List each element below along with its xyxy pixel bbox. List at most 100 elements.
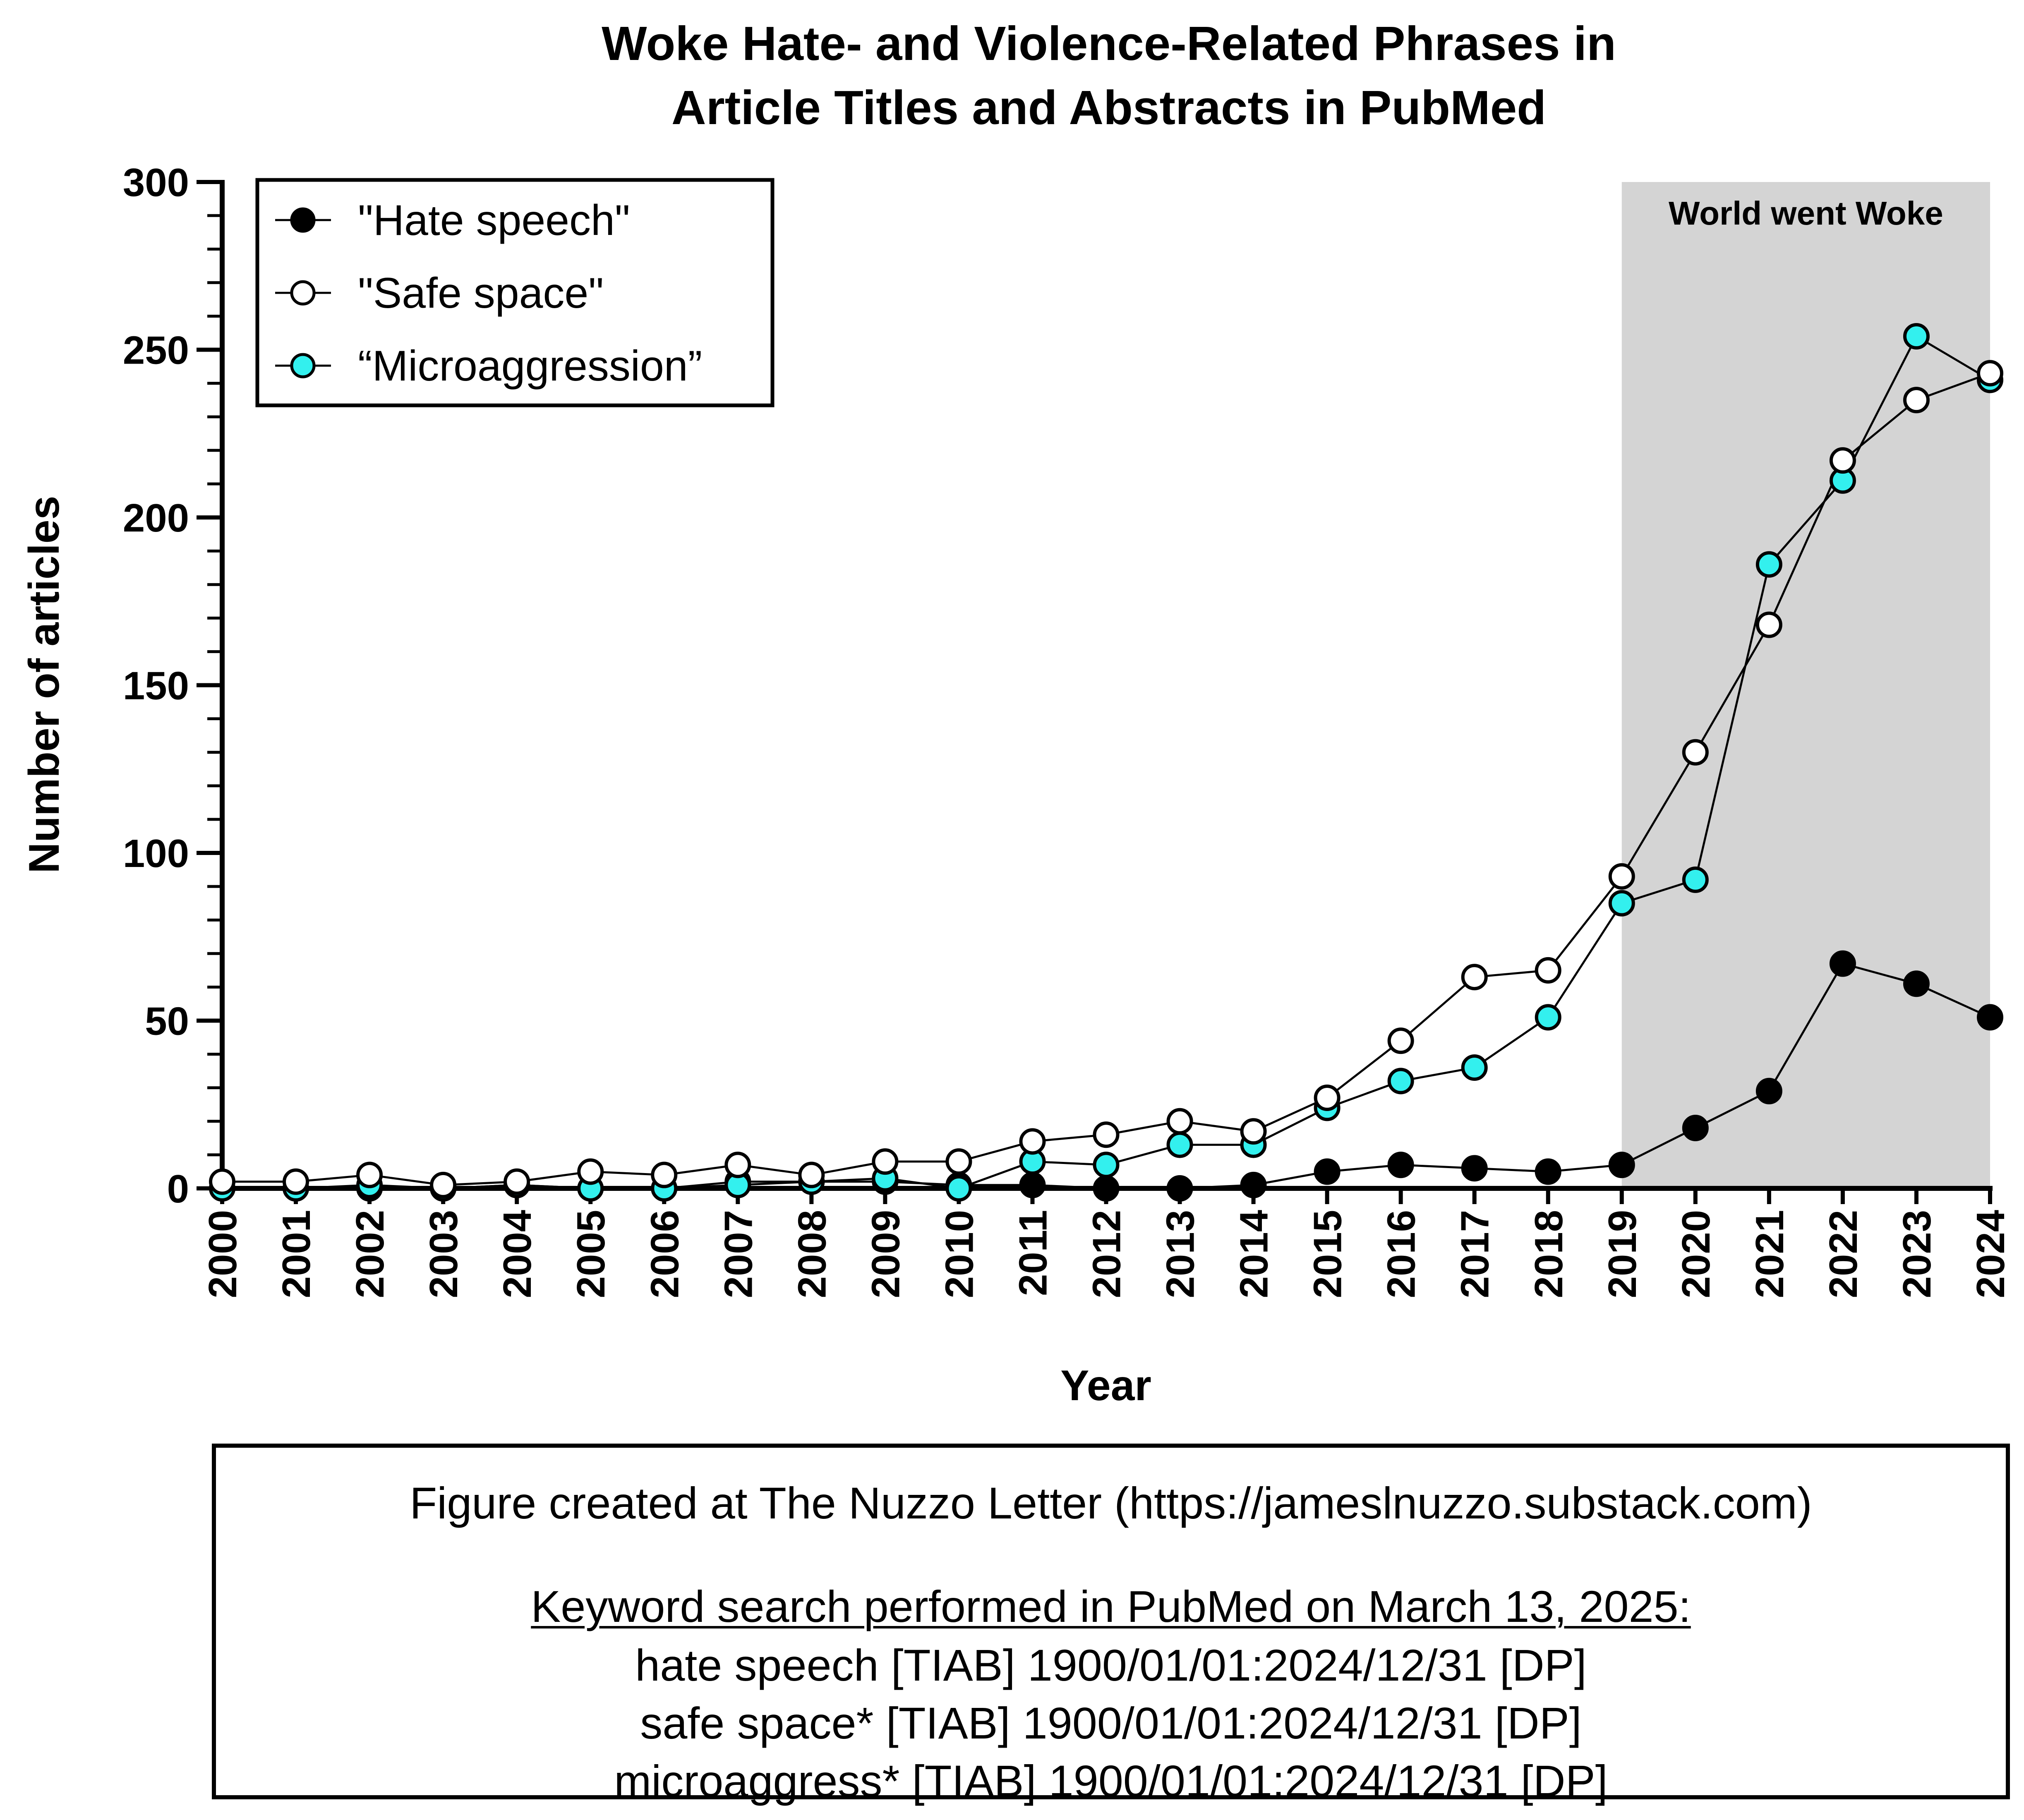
footer-credit: Figure created at The Nuzzo Letter (http…	[410, 1478, 1812, 1528]
y-tick-label: 250	[123, 328, 189, 373]
x-tick-label: 2013	[1158, 1210, 1203, 1298]
x-tick-label: 2000	[201, 1210, 245, 1298]
data-point-safe-space	[1829, 447, 1856, 474]
legend-label-safe-space: "Safe space"	[358, 269, 604, 317]
data-point-microaggression	[1093, 1152, 1120, 1178]
data-point-hate-speech	[1535, 1158, 1561, 1185]
data-point-safe-space	[209, 1168, 235, 1195]
footer-query-safe-space: safe space* [TIAB] 1900/01/01:2024/12/31…	[640, 1698, 1582, 1748]
x-tick-label: 2011	[1011, 1210, 1055, 1296]
data-point-safe-space	[724, 1152, 751, 1178]
data-point-safe-space	[1314, 1085, 1341, 1111]
y-tick-label: 0	[167, 1167, 189, 1211]
x-tick-label: 2023	[1895, 1210, 1939, 1298]
data-point-safe-space	[1755, 611, 1782, 638]
y-tick-label: 300	[123, 160, 189, 205]
data-point-hate-speech	[1682, 1115, 1709, 1142]
data-point-safe-space	[1240, 1118, 1267, 1145]
data-point-safe-space	[430, 1171, 457, 1198]
y-tick-label: 200	[123, 496, 189, 540]
x-tick-label: 2017	[1453, 1210, 1497, 1298]
data-point-hate-speech	[1977, 1004, 2003, 1031]
x-axis: 2000 2001 2002 2003 2004 2005 2006 2007 2008 2009…	[201, 1186, 2013, 1298]
data-point-safe-space	[1387, 1027, 1414, 1054]
shaded-region-label: World went Woke	[1669, 195, 1943, 232]
data-point-safe-space	[1461, 964, 1488, 991]
data-point-microaggression	[945, 1175, 972, 1202]
data-point-hate-speech	[1461, 1155, 1488, 1182]
legend-marker-microaggression	[290, 353, 316, 378]
legend-label-microaggression: “Microaggression”	[358, 342, 702, 390]
data-point-hate-speech	[1093, 1175, 1120, 1202]
chart-title-line-2: Article Titles and Abstracts in PubMed	[671, 81, 1546, 134]
data-point-safe-space	[1166, 1108, 1193, 1135]
data-point-microaggression	[1461, 1054, 1488, 1081]
data-point-safe-space	[872, 1148, 899, 1175]
data-point-safe-space	[577, 1158, 604, 1185]
data-point-safe-space	[1535, 957, 1561, 984]
data-point-microaggression	[1903, 323, 1930, 350]
data-point-hate-speech	[1608, 1152, 1635, 1178]
data-point-hate-speech	[1387, 1152, 1414, 1178]
data-point-safe-space	[1977, 360, 2003, 387]
data-point-safe-space	[356, 1161, 383, 1188]
y-tick-label: 50	[145, 999, 189, 1044]
legend-box	[255, 178, 775, 407]
data-point-safe-space	[1093, 1121, 1120, 1148]
data-point-hate-speech	[1314, 1158, 1341, 1185]
x-tick-label: 2012	[1085, 1210, 1129, 1298]
x-tick-label: 2009	[863, 1210, 908, 1298]
x-axis-label: Year	[1060, 1362, 1151, 1410]
legend-item-hate-speech: "Hate speech"	[275, 196, 630, 244]
series-layer	[209, 323, 2003, 1202]
data-point-hate-speech	[1755, 1078, 1782, 1104]
x-tick-label: 2024	[1969, 1210, 2013, 1298]
data-point-safe-space	[1903, 387, 1930, 414]
data-point-microaggression	[1535, 1004, 1561, 1031]
x-tick-label: 2020	[1674, 1210, 1718, 1298]
data-point-microaggression	[1608, 890, 1635, 917]
x-tick-label: 2004	[495, 1210, 540, 1298]
data-point-hate-speech	[1166, 1175, 1193, 1202]
y-axis: 0 50 100 150 200 250 300	[123, 160, 225, 1211]
x-tick-label: 2007	[716, 1210, 760, 1298]
legend-marker-safe-space	[290, 280, 316, 306]
data-point-hate-speech	[1019, 1171, 1046, 1198]
x-tick-label: 2021	[1748, 1210, 1792, 1298]
legend-label-hate-speech: "Hate speech"	[358, 196, 630, 244]
footer-query-hate-speech: hate speech [TIAB] 1900/01/01:2024/12/31…	[635, 1640, 1587, 1690]
x-tick-label: 2005	[569, 1210, 613, 1298]
y-tick-label: 150	[123, 664, 189, 708]
chart-title-line-1: Woke Hate- and Violence-Related Phrases …	[602, 17, 1616, 70]
data-point-hate-speech	[1240, 1171, 1267, 1198]
data-point-microaggression	[1682, 866, 1709, 893]
footer-query-microaggression: microaggress* [TIAB] 1900/01/01:2024/12/…	[614, 1756, 1608, 1806]
x-tick-label: 2015	[1306, 1210, 1350, 1298]
data-point-microaggression	[1387, 1068, 1414, 1094]
data-point-safe-space	[504, 1168, 530, 1195]
x-tick-label: 2010	[937, 1210, 981, 1298]
data-point-microaggression	[1755, 551, 1782, 578]
data-point-safe-space	[1682, 739, 1709, 766]
data-point-microaggression	[1166, 1131, 1193, 1158]
legend-item-microaggression: “Microaggression”	[275, 342, 702, 390]
footer-search-heading: Keyword search performed in PubMed on Ma…	[531, 1581, 1691, 1631]
data-point-safe-space	[283, 1168, 309, 1195]
x-tick-label: 2003	[422, 1210, 466, 1298]
data-point-safe-space	[1019, 1128, 1046, 1155]
x-tick-label: 2014	[1232, 1210, 1276, 1298]
legend: "Hate speech" "Safe space" “Microaggress…	[255, 178, 775, 407]
x-tick-label: 2001	[274, 1210, 319, 1298]
legend-item-safe-space: "Safe space"	[275, 269, 604, 317]
data-point-safe-space	[798, 1161, 825, 1188]
data-point-safe-space	[651, 1161, 678, 1188]
data-point-hate-speech	[1829, 950, 1856, 977]
x-tick-label: 2016	[1379, 1210, 1424, 1298]
y-axis-label: Number of articles	[20, 496, 68, 873]
y-tick-label: 100	[123, 831, 189, 876]
data-point-safe-space	[945, 1148, 972, 1175]
x-tick-label: 2022	[1821, 1210, 1866, 1298]
data-point-hate-speech	[1903, 970, 1930, 997]
data-point-safe-space	[1608, 863, 1635, 890]
